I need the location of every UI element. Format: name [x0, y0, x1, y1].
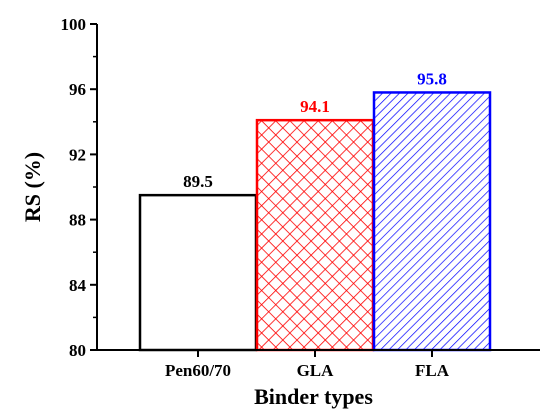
- labels-layer: 89.5 94.1 95.8: [183, 69, 447, 191]
- x-axis-title: Binder types: [254, 384, 373, 409]
- bars-layer: [138, 91, 492, 352]
- axes-layer: Pen60/70 GLA FLA 80 84 88 92 96 100: [61, 15, 540, 380]
- y-tick-label: 84: [69, 276, 87, 295]
- y-tick-label: 92: [69, 145, 86, 164]
- x-tick-label: FLA: [415, 361, 450, 380]
- y-tick-label: 100: [61, 15, 87, 34]
- data-label-pen60-70: 89.5: [183, 172, 213, 191]
- y-axis-title: RS (%): [20, 152, 45, 222]
- bar-pen60-70: [138, 193, 258, 352]
- bar-fla: [372, 91, 492, 352]
- y-tick-label: 80: [69, 341, 86, 360]
- y-tick-label: 88: [69, 211, 86, 230]
- y-tick-label: 96: [69, 80, 86, 99]
- data-label-fla: 95.8: [417, 69, 447, 88]
- data-label-gla: 94.1: [300, 97, 330, 116]
- x-tick-label: GLA: [297, 361, 335, 380]
- bar-gla: [255, 118, 375, 352]
- x-tick-label: Pen60/70: [165, 361, 231, 380]
